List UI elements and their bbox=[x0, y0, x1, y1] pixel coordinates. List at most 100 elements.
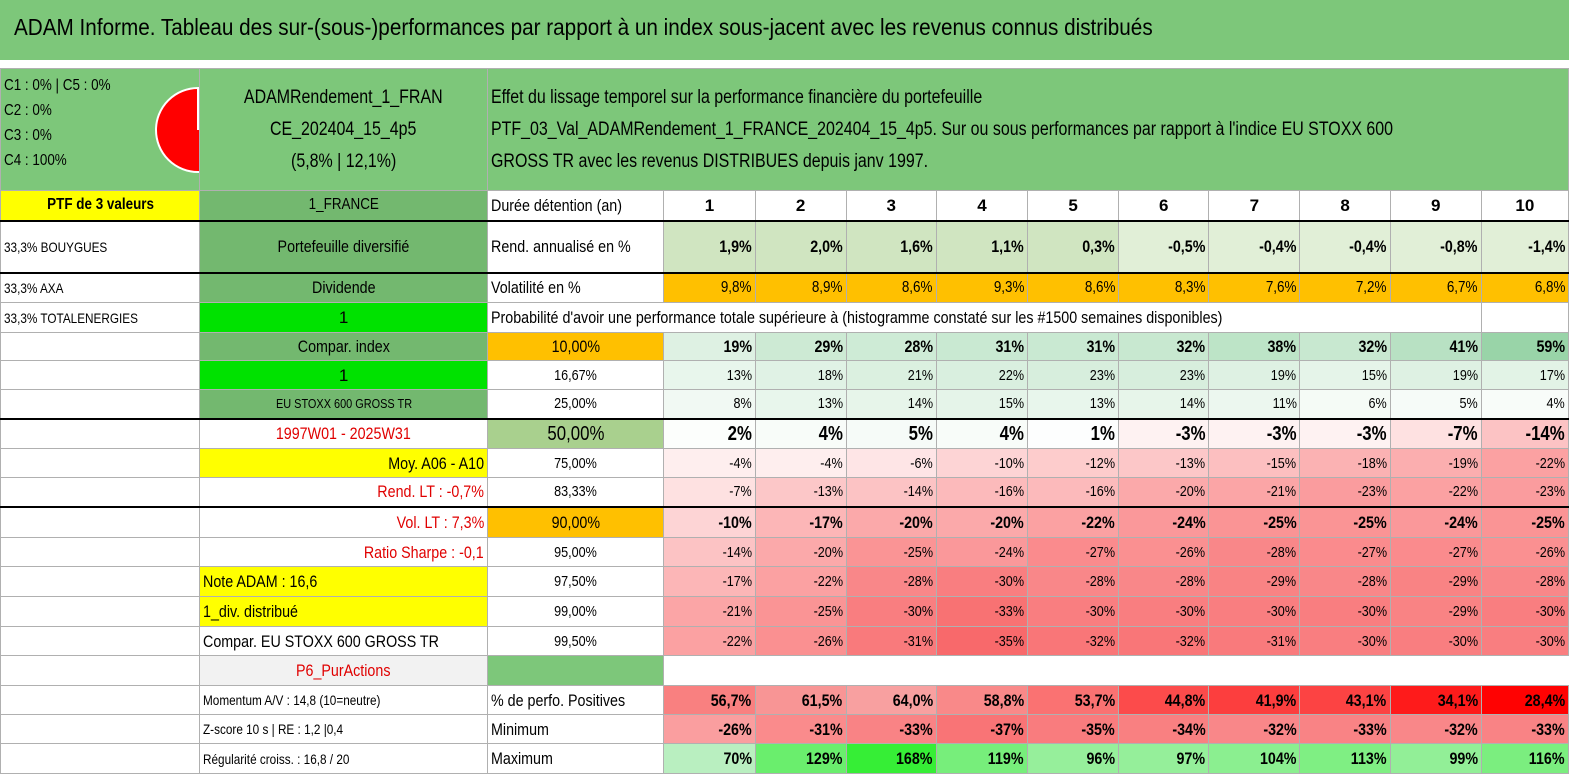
momentum: Momentum A/V : 14,8 (10=neutre) bbox=[199, 685, 489, 715]
div-distrib: 1_div. distribué bbox=[199, 596, 489, 627]
max-value: 129% bbox=[754, 743, 847, 774]
quantile-value: -33% bbox=[935, 596, 1029, 627]
quantile-value: -13% bbox=[1118, 448, 1210, 478]
max-value: 119% bbox=[935, 743, 1029, 774]
quantile-value: 19% bbox=[1208, 360, 1301, 390]
left-blank bbox=[0, 743, 201, 774]
note-adam: Note ADAM : 16,6 bbox=[199, 566, 489, 597]
probability-caption: Probabilité d'avoir une performance tota… bbox=[487, 302, 1482, 333]
quantile-value: -14% bbox=[845, 477, 937, 507]
quantile-value: 31% bbox=[935, 332, 1029, 361]
compar-index-value[interactable]: 1 bbox=[199, 360, 489, 390]
description-line-2: PTF_03_Val_ADAMRendement_1_FRANCE_202404… bbox=[491, 118, 1394, 140]
compar-full: Compar. EU STOXX 600 GROSS TR bbox=[199, 626, 489, 656]
portfolio-name-1: ADAMRendement_1_FRAN bbox=[244, 86, 444, 108]
vol-value: 8,9% bbox=[754, 272, 847, 303]
left-blank bbox=[0, 714, 201, 744]
max-label: Maximum bbox=[487, 743, 665, 774]
description-line-3: GROSS TR avec les revenus DISTRIBUES dep… bbox=[491, 150, 929, 172]
left-blank bbox=[0, 360, 201, 390]
quantile-value: 18% bbox=[754, 360, 847, 390]
quantile-value: -22% bbox=[1389, 477, 1482, 507]
min-value: -33% bbox=[1480, 714, 1569, 744]
compar-index-label: Compar. index bbox=[199, 332, 489, 361]
portfolio-stats: (5,8% | 12,1%) bbox=[291, 150, 397, 172]
min-value: -26% bbox=[663, 714, 756, 744]
left-blank bbox=[0, 477, 201, 507]
regularite: Régularité croiss. : 16,8 / 20 bbox=[199, 743, 489, 774]
quantile-value: -24% bbox=[1389, 505, 1482, 538]
quantile-value: -20% bbox=[754, 537, 847, 567]
quantile-value: -6% bbox=[845, 448, 937, 478]
left-blank bbox=[0, 389, 201, 419]
quantile-value: -30% bbox=[1389, 626, 1482, 656]
quantile-value: -25% bbox=[845, 537, 937, 567]
min-value: -37% bbox=[935, 714, 1029, 744]
quantile-value: -32% bbox=[1118, 626, 1210, 656]
quantile-value: -22% bbox=[663, 626, 756, 656]
quantile-value: -24% bbox=[1118, 505, 1210, 538]
class-legend-cell: C1 : 0% | C5 : 0% C2 : 0% C3 : 0% C4 : 1… bbox=[0, 68, 201, 191]
quantile-value: -18% bbox=[1299, 448, 1391, 478]
quantile-label: 97,50% bbox=[487, 566, 665, 597]
max-value: 168% bbox=[845, 743, 937, 774]
quantile-value: -30% bbox=[1208, 596, 1301, 627]
report-title: ADAM Informe. Tableau des sur-(sous-)per… bbox=[14, 14, 1153, 40]
min-value: -32% bbox=[1208, 714, 1301, 744]
quantile-value: 14% bbox=[845, 389, 937, 419]
green-block bbox=[487, 655, 665, 686]
quantile-value: -16% bbox=[935, 477, 1029, 507]
quantile-value: 6% bbox=[1299, 389, 1391, 419]
min-value: -34% bbox=[1118, 714, 1210, 744]
quantile-value: -3% bbox=[1118, 417, 1210, 449]
rend-value: -0,4% bbox=[1299, 220, 1391, 274]
pos-value: 58,8% bbox=[935, 685, 1029, 715]
quantile-value: 13% bbox=[1026, 389, 1120, 419]
quantile-label: 95,00% bbox=[487, 537, 665, 567]
year-header: 4 bbox=[935, 190, 1029, 222]
min-value: -33% bbox=[845, 714, 937, 744]
quantile-label: 99,50% bbox=[487, 626, 665, 656]
left-blank bbox=[0, 332, 201, 361]
vol-value: 6,8% bbox=[1480, 272, 1569, 303]
quantile-value: -4% bbox=[663, 448, 756, 478]
quantile-value: 59% bbox=[1480, 332, 1569, 361]
spreadsheet: C1 : 0% | C5 : 0% C2 : 0% C3 : 0% C4 : 1… bbox=[0, 68, 1569, 774]
dividend-value[interactable]: 1 bbox=[199, 302, 489, 333]
holding-1: 33,3% BOUYGUES bbox=[0, 220, 201, 274]
quantile-value: -27% bbox=[1299, 537, 1391, 567]
quantile-value: -30% bbox=[1299, 596, 1391, 627]
vol-value: 8,6% bbox=[1026, 272, 1120, 303]
duree-label: Durée détention (an) bbox=[487, 190, 665, 222]
quantile-value: 38% bbox=[1208, 332, 1301, 361]
quantile-label: 10,00% bbox=[487, 332, 665, 361]
quantile-value: -30% bbox=[1480, 596, 1569, 627]
quantile-value: -29% bbox=[1389, 566, 1482, 597]
year-header: 1 bbox=[663, 190, 756, 222]
rend-value: -0,4% bbox=[1208, 220, 1301, 274]
quantile-value: 31% bbox=[1026, 332, 1120, 361]
pos-label: % de perfo. Positives bbox=[487, 685, 665, 715]
left-blank bbox=[0, 655, 201, 686]
pos-value: 61,5% bbox=[754, 685, 847, 715]
vol-label: Volatilité en % bbox=[487, 272, 665, 303]
vol-value: 6,7% bbox=[1389, 272, 1482, 303]
max-value: 70% bbox=[663, 743, 756, 774]
quantile-value: -26% bbox=[1480, 537, 1569, 567]
quantile-value: -21% bbox=[1208, 477, 1301, 507]
portfolio-type: Portefeuille diversifié bbox=[199, 220, 489, 274]
legend-c3: C3 : 0% bbox=[4, 127, 52, 144]
quantile-value: 5% bbox=[1389, 389, 1482, 419]
max-value: 104% bbox=[1208, 743, 1301, 774]
quantile-value: 15% bbox=[935, 389, 1029, 419]
year-header: 6 bbox=[1118, 190, 1210, 222]
sharpe-ratio: Ratio Sharpe : -0,1 bbox=[199, 537, 489, 567]
quantile-value: -25% bbox=[1208, 505, 1301, 538]
region-label: 1_FRANCE bbox=[199, 190, 489, 222]
vol-value: 8,3% bbox=[1118, 272, 1210, 303]
quantile-value: -22% bbox=[754, 566, 847, 597]
pos-value: 34,1% bbox=[1389, 685, 1482, 715]
quantile-value: -21% bbox=[663, 596, 756, 627]
quantile-value: -35% bbox=[935, 626, 1029, 656]
quantile-value: -30% bbox=[935, 566, 1029, 597]
